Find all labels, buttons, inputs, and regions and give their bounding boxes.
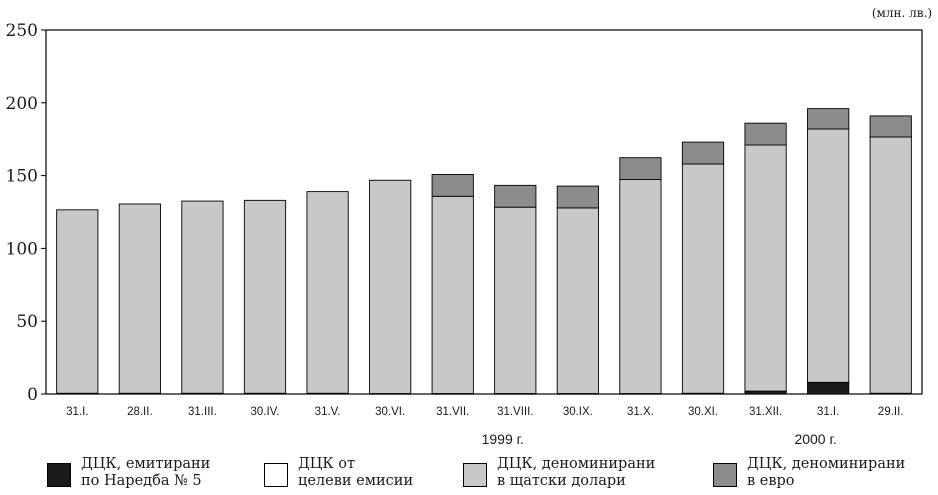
- bar-4-series-2: [306, 191, 349, 394]
- bar-13-series-2: [869, 136, 912, 394]
- x-tick-label-13: 29.II.: [878, 406, 904, 418]
- bar-1-series-2: [118, 203, 161, 394]
- legend-label-usd-line2: в щатски долари: [497, 473, 626, 489]
- legend-swatch-target-issues: [264, 463, 288, 487]
- x-tick-label-11: 31.XII.: [749, 406, 782, 418]
- bar-13-series-3: [869, 115, 912, 138]
- bar-7-series-2: [494, 206, 537, 395]
- legend-swatch-eur: [713, 463, 737, 487]
- x-tick-label-7: 31.VIII.: [497, 406, 533, 418]
- legend-label-target-issues-line1: ДЦК от: [298, 456, 356, 472]
- unit-label: (млн. лв.): [871, 6, 932, 20]
- y-tick-label-0: 0: [27, 385, 38, 405]
- x-tick-label-2: 31.III.: [188, 406, 217, 418]
- bar-9-series-3: [619, 157, 662, 180]
- bar-9-series-2: [619, 179, 662, 395]
- legend-label-eur-line2: в евро: [747, 473, 795, 489]
- bar-6-series-3: [431, 173, 474, 197]
- legend-label-eur-line1: ДЦК, деноминирани: [747, 456, 906, 472]
- legend-swatch-decree-5: [47, 463, 71, 487]
- year-label-1: 2000 г.: [794, 431, 836, 447]
- bar-10-series-2: [681, 163, 725, 394]
- bar-12-series-0: [807, 381, 850, 395]
- y-tick-label-3: 150: [6, 167, 38, 187]
- y-tick-label-2: 100: [6, 239, 38, 259]
- legend-swatch-usd: [463, 463, 487, 487]
- bar-8-series-3: [556, 185, 599, 209]
- x-tick-label-3: 30.IV.: [251, 406, 280, 418]
- legend: ДЦК, емитирани по Наредба № 5 ДЦК от цел…: [0, 456, 938, 495]
- legend-label-target-issues-line2: целеви емисии: [298, 473, 414, 489]
- plot-frame: [45, 29, 923, 395]
- x-tick-label-8: 30.IX.: [563, 406, 593, 418]
- stacked-bar-chart: 0 50 100 150 200 250 31.I. 28.II. 31.III. 30.IV. 3…: [6, 21, 923, 447]
- legend-label-decree-5-line1: ДЦК, емитирани: [81, 456, 211, 472]
- bar-6-series-2: [431, 195, 474, 395]
- x-tick-label-0: 31.I.: [66, 406, 88, 418]
- legend-item-target-issues: ДЦК от целеви емисии: [264, 456, 413, 490]
- bar-2-series-2: [181, 200, 224, 394]
- x-tick-label-9: 31.X.: [627, 406, 654, 418]
- bar-12-series-2: [807, 128, 850, 383]
- x-tick-label-10: 30.XI.: [688, 406, 718, 418]
- y-tick-label-4: 200: [6, 94, 38, 114]
- legend-item-eur: ДЦК, деноминирани в евро: [713, 456, 905, 490]
- bar-3-series-2: [243, 199, 287, 394]
- bar-11-series-3: [744, 122, 787, 146]
- year-label-0: 1999 г.: [482, 431, 524, 447]
- legend-label-decree-5-line2: по Наредба № 5: [81, 473, 202, 489]
- bar-0-series-2: [56, 209, 99, 394]
- legend-item-decree-5: ДЦК, емитирани по Наредба № 5: [47, 456, 210, 490]
- bar-5-series-2: [369, 179, 412, 395]
- y-tick-label-5: 250: [6, 21, 38, 41]
- x-tick-label-4: 31.V.: [315, 406, 341, 418]
- x-tick-label-12: 31.I.: [817, 406, 839, 418]
- bar-10-series-3: [681, 141, 725, 165]
- x-tick-label-1: 28.II.: [127, 406, 153, 418]
- x-tick-label-6: 31.VII.: [436, 406, 469, 418]
- legend-label-usd-line1: ДЦК, деноминирани: [497, 456, 656, 472]
- legend-item-usd: ДЦК, деноминирани в щатски долари: [463, 456, 655, 490]
- y-tick-label-1: 50: [16, 312, 38, 332]
- bar-7-series-3: [494, 184, 537, 208]
- bar-11-series-2: [744, 144, 787, 392]
- bar-8-series-2: [556, 207, 599, 395]
- x-tick-label-5: 30.VI.: [375, 406, 405, 418]
- bar-12-series-3: [807, 108, 850, 130]
